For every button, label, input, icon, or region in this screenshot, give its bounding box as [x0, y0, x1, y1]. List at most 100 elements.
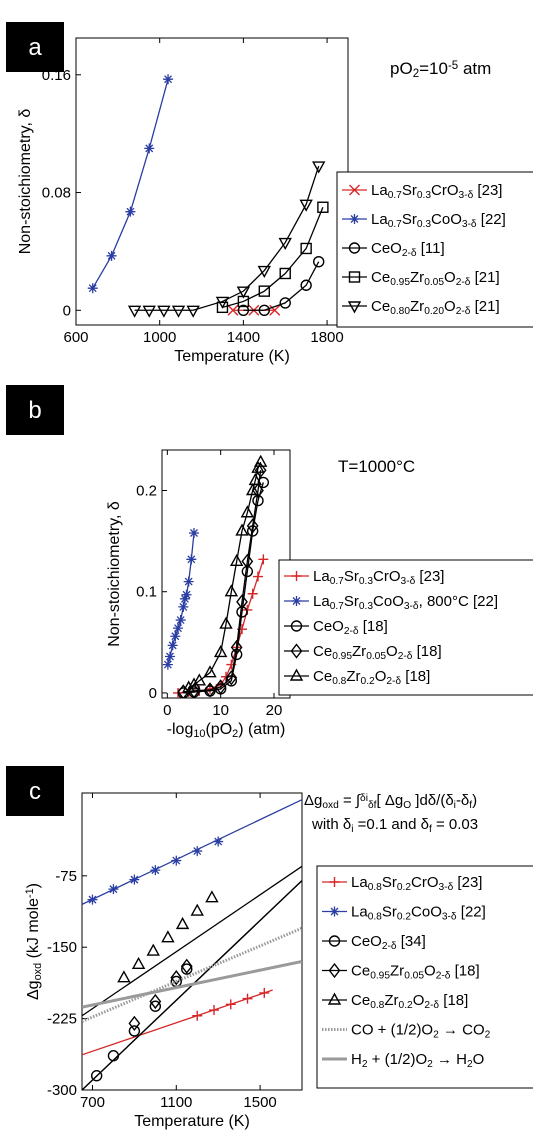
y-tick-label: 0.2 — [136, 482, 157, 499]
series-1 — [88, 74, 173, 293]
x-tick-label: 1800 — [310, 329, 343, 346]
data-point — [192, 905, 203, 915]
data-point — [253, 572, 263, 582]
data-point — [133, 958, 144, 968]
y-tick-label: 0 — [149, 685, 157, 702]
x-axis-label: Temperature (K) — [174, 348, 290, 365]
x-axis-label: -log10(pO2) (atm) — [167, 721, 286, 740]
y-tick-label: 0.1 — [136, 584, 157, 601]
plot-area — [88, 74, 328, 316]
data-point — [170, 631, 180, 641]
data-point — [177, 918, 188, 928]
data-point — [192, 846, 202, 856]
data-point — [158, 306, 169, 316]
data-point — [129, 875, 139, 885]
data-point — [248, 589, 258, 599]
data-point — [108, 884, 118, 894]
data-point — [258, 554, 268, 564]
data-point — [182, 590, 192, 600]
panel-c: c 700 1100 1500 -300 -225 -150 -75 Temperature (… — [6, 766, 533, 1130]
x-tick-label: 1100 — [160, 1094, 192, 1111]
legend-marker — [330, 907, 340, 917]
series-2 — [238, 257, 323, 316]
data-point — [163, 74, 173, 84]
y-tick-label: 0.16 — [42, 67, 71, 84]
series-line — [82, 928, 302, 1021]
data-point — [192, 1011, 202, 1021]
y-tick-label: -225 — [47, 1011, 77, 1028]
data-point — [150, 865, 160, 875]
data-point — [144, 143, 154, 153]
series-0 — [82, 988, 273, 1055]
data-point — [87, 895, 97, 905]
data-point — [206, 892, 217, 902]
data-point — [213, 837, 223, 847]
data-point — [226, 999, 236, 1009]
data-point — [88, 283, 98, 293]
panel-b: b 0 10 20 0 0.1 0.2 -log10(pO2) (atm) Non-stoich… — [6, 385, 533, 740]
x-axis-label: Temperature (K) — [134, 1113, 250, 1130]
x-tick-label: 0 — [163, 702, 171, 719]
data-point — [148, 945, 159, 955]
data-point — [171, 856, 181, 866]
y-axis-label: Non-stoichiometry, δ — [17, 109, 34, 255]
annotation-condition: with δi =0.1 and δf = 0.03 — [311, 816, 478, 835]
panel-a: a600 1000 1400 180000.080.16Temperature (K)… — [6, 22, 533, 365]
series-line — [222, 207, 322, 307]
plot-area — [163, 456, 268, 698]
data-point — [184, 577, 194, 587]
x-tick-label: 1500 — [243, 1094, 276, 1111]
y-axis-label: Δgoxd (kJ mole-1) — [24, 883, 44, 1000]
data-point — [173, 306, 184, 316]
data-point — [186, 554, 196, 564]
data-point — [163, 660, 173, 670]
data-point — [176, 615, 186, 625]
x-tick-label: 1400 — [227, 329, 260, 346]
x-tick-label: 10 — [212, 702, 229, 719]
data-point — [238, 287, 249, 297]
legend-label: H2 + (1/2)O2 → H2O — [351, 1051, 484, 1070]
x-tick-label: 600 — [63, 329, 88, 346]
y-tick-label: -150 — [47, 939, 77, 956]
data-point — [129, 306, 140, 316]
data-point — [173, 623, 183, 633]
data-point — [243, 994, 253, 1004]
data-point — [168, 640, 178, 650]
legend: La0.8Sr0.2CrO3-δ [23]La0.8Sr0.2CoO3-δ [2… — [317, 866, 533, 1088]
panel-badge-label: b — [28, 397, 41, 424]
y-tick-label: -75 — [55, 868, 77, 885]
data-point — [107, 251, 117, 261]
plot-frame — [162, 450, 290, 698]
data-point — [259, 988, 269, 998]
data-point — [189, 528, 199, 538]
data-point — [188, 306, 199, 316]
data-point — [178, 602, 188, 612]
series-4 — [129, 162, 324, 316]
y-tick-label: -300 — [47, 1082, 77, 1099]
legend-marker — [292, 596, 302, 606]
series-0 — [173, 554, 268, 698]
x-tick-label: 700 — [80, 1094, 105, 1111]
data-point — [118, 972, 129, 982]
data-point — [165, 651, 175, 661]
annotation: pO2=10-5 atm — [390, 59, 491, 80]
series-line — [93, 79, 168, 288]
series-1 — [163, 528, 199, 670]
annotation: T=1000°C — [338, 457, 415, 476]
legend: La0.7Sr0.3CrO3-δ [23] La0.7Sr0.3CoO3-δ [2… — [337, 172, 533, 327]
data-point — [144, 306, 155, 316]
data-point — [125, 207, 135, 217]
panel-badge-label: c — [29, 778, 41, 805]
y-tick-label: 0.08 — [42, 185, 71, 202]
x-tick-label: 1000 — [143, 329, 176, 346]
y-axis-label: Non-stoichiometry, δ — [106, 501, 123, 647]
plot-area — [82, 800, 302, 1090]
x-tick-label: 20 — [266, 702, 283, 719]
legend: La0.7Sr0.3CrO3-δ [23] La0.7Sr0.3CoO3-δ, 8… — [279, 560, 533, 695]
data-point — [162, 932, 173, 942]
series-5 — [82, 928, 302, 1021]
annotation-formula: Δgoxd = ∫δiδf[ ΔgO ]dδ/(δi-δf) — [304, 792, 477, 811]
panel-badge-label: a — [28, 34, 42, 61]
legend-marker — [350, 214, 360, 224]
